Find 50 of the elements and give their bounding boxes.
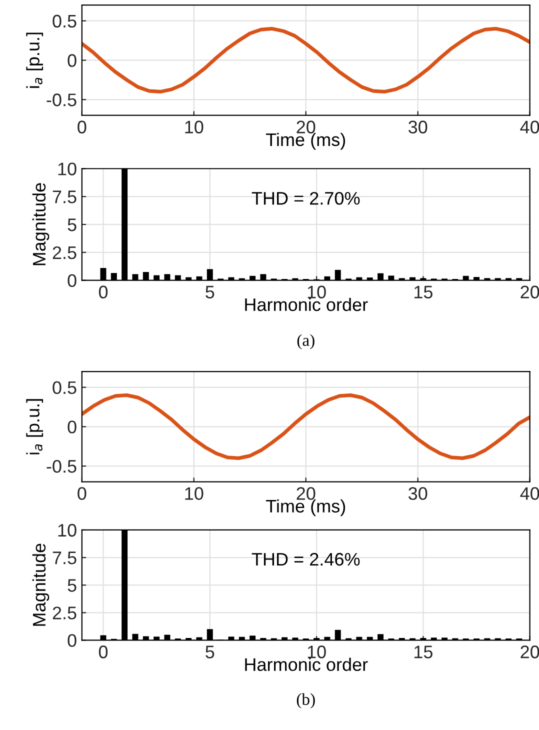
y-tick-label: 7.5 [52,552,76,564]
x-tick-label: 10 [185,120,204,134]
x-tick-label: 20 [296,120,316,134]
x-axis-title: Harmonic order [245,298,368,312]
y-tick-label: 0 [68,274,76,288]
y-tick-label: -0.5 [46,94,76,106]
text: (a) [297,334,314,350]
y-axis-title: i$_{a}$ [p.u.] [26,32,44,88]
x-tick-label: 15 [414,286,432,298]
y-axis-title: Magnitude [32,544,50,626]
x-tick-label: 5 [206,646,214,658]
x-tick-label: 0 [98,286,108,298]
x-tick-label: 20 [520,286,539,298]
x-tick-label: 0 [78,487,86,500]
y-tick-label: 5 [68,218,76,232]
y-tick-label: 0.5 [52,381,76,394]
y-tick-label: 7.5 [52,190,76,204]
y-tick-label: 2.5 [52,606,76,620]
x-tick-label: 0 [98,646,108,658]
x-tick-label: 40 [520,120,539,134]
x-axis-title: Harmonic order [245,658,368,671]
x-tick-label: 20 [296,487,316,500]
x-tick-label: 0 [78,120,86,134]
y-tick-label: 0 [68,420,76,434]
x-axis-title: Time (ms) [266,499,346,516]
annotation: THD = 2.46% [252,552,360,566]
y-tick-label: 10 [58,524,76,537]
x-tick-label: 20 [520,646,539,658]
x-tick-label: 10 [308,286,326,298]
x-tick-label: 5 [206,286,214,298]
x-tick-label: 40 [520,487,539,500]
y-tick-label: 2.5 [52,246,76,260]
x-tick-label: 30 [408,120,428,134]
x-tick-label: 10 [185,487,204,500]
line-series [82,393,530,460]
line-series [82,26,530,94]
y-tick-label: 10 [58,162,76,176]
x-axis-title: Time (ms) [266,132,346,150]
y-tick-label: 0 [68,54,76,67]
x-tick-label: 15 [414,646,432,658]
y-tick-label: 5 [68,579,76,592]
text: (b) [296,693,315,708]
y-axis-title: i$_{a}$ [p.u.] [26,399,44,454]
y-tick-label: -0.5 [46,460,76,473]
x-tick-label: 30 [408,487,428,500]
annotation: THD = 2.70% [252,192,360,205]
y-tick-label: 0.5 [52,14,76,28]
y-axis-title: Magnitude [32,183,50,266]
y-tick-label: 0 [68,634,76,647]
x-tick-label: 10 [308,646,326,658]
